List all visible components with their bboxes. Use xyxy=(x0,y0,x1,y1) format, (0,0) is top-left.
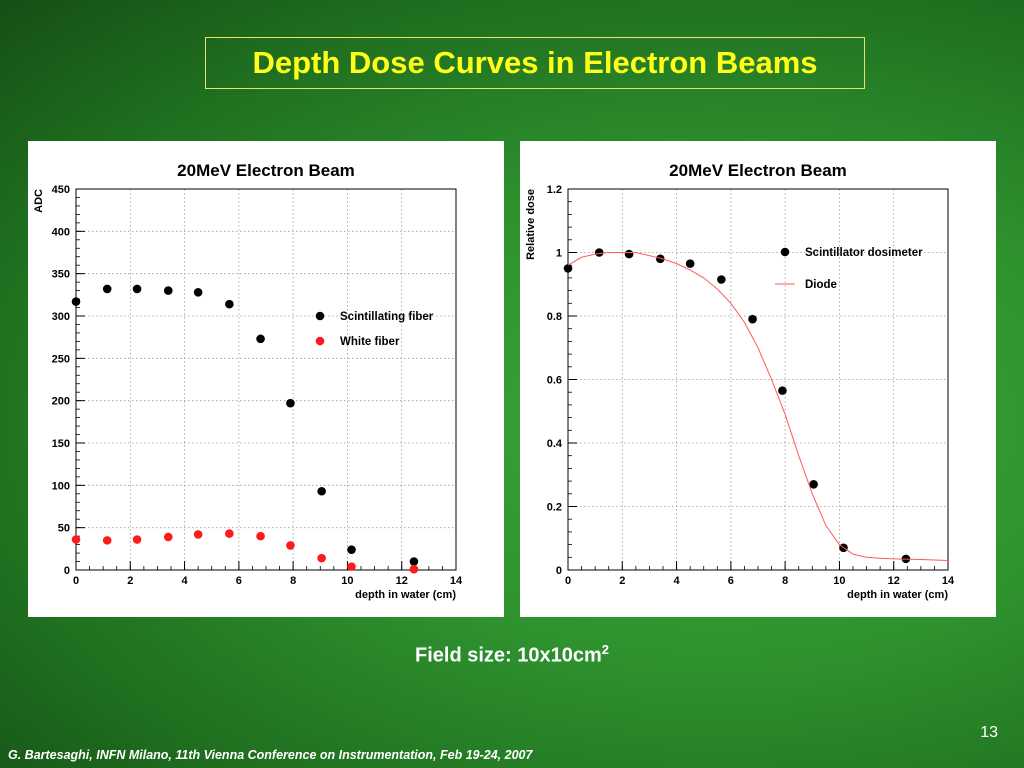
chart-title: 20MeV Electron Beam xyxy=(669,161,847,180)
x-tick-label: 12 xyxy=(888,575,900,587)
data-point xyxy=(563,264,573,273)
y-tick-label: 50 xyxy=(58,523,70,535)
plot-frame xyxy=(75,188,457,571)
x-tick-label: 0 xyxy=(73,575,79,587)
data-point xyxy=(286,398,295,408)
legend-label: White fiber xyxy=(340,336,400,348)
data-point xyxy=(71,535,81,544)
data-point xyxy=(748,314,757,324)
footer-citation: G. Bartesaghi, INFN Milano, 11th Vienna … xyxy=(8,748,533,762)
y-tick-label: 1.2 xyxy=(547,184,562,196)
x-tick-label: 8 xyxy=(782,575,788,587)
data-point xyxy=(409,564,419,574)
data-point xyxy=(286,541,295,550)
data-point xyxy=(163,286,173,295)
data-point xyxy=(655,254,665,264)
x-tick-label: 2 xyxy=(619,575,625,587)
x-tick-label: 0 xyxy=(565,575,571,587)
data-point xyxy=(102,284,112,294)
data-point xyxy=(102,536,112,545)
data-point xyxy=(594,248,604,257)
x-tick-label: 10 xyxy=(833,575,845,587)
x-axis-label: depth in water (cm) xyxy=(355,589,456,601)
data-point xyxy=(225,299,234,309)
data-point xyxy=(256,531,265,541)
x-tick-label: 14 xyxy=(942,575,955,587)
y-tick-label: 0.2 xyxy=(547,502,562,514)
x-tick-label: 8 xyxy=(290,575,296,587)
x-tick-label: 4 xyxy=(674,575,681,587)
data-point xyxy=(317,486,326,496)
y-tick-label: 1 xyxy=(556,248,562,260)
data-point xyxy=(225,529,234,538)
data-point xyxy=(778,386,787,395)
data-point xyxy=(717,275,726,284)
y-tick-label: 250 xyxy=(52,353,70,365)
adc-chart-panel: 20MeV Electron Beam 0 2 4 6 8 10 12 14 0 50 100 150 2… xyxy=(28,141,504,617)
x-tick-label: 10 xyxy=(341,575,353,587)
y-tick-label: 0 xyxy=(556,565,562,577)
data-point xyxy=(624,249,634,259)
field-size-caption: Field size: 10x10cm2 xyxy=(0,642,1024,668)
relative-dose-chart: 20MeV Electron Beam 0 2 4 6 8 10 12 14 0 0.2 0.4 0.6… xyxy=(525,161,955,601)
y-tick-label: 0.6 xyxy=(547,375,562,387)
data-point xyxy=(317,553,326,563)
adc-chart: 20MeV Electron Beam 0 2 4 6 8 10 12 14 0 50 100 150 2… xyxy=(33,161,463,601)
y-tick-label: 100 xyxy=(52,480,70,492)
data-point xyxy=(347,562,356,571)
y-tick-label: 0.4 xyxy=(547,438,563,450)
data-point xyxy=(685,259,695,268)
legend-label: Diode xyxy=(805,279,837,291)
legend-label: Scintillating fiber xyxy=(340,311,434,323)
y-tick-label: 0 xyxy=(64,565,70,577)
y-tick-label: 350 xyxy=(52,269,70,281)
y-tick-label: 200 xyxy=(52,396,70,408)
x-axis-label: depth in water (cm) xyxy=(847,589,948,601)
legend-dot-marker xyxy=(315,311,325,321)
data-point xyxy=(409,557,419,566)
data-point xyxy=(256,334,265,344)
x-tick-label: 14 xyxy=(450,575,463,587)
field-size-superscript: 2 xyxy=(601,642,609,657)
x-tick-label: 6 xyxy=(236,575,242,587)
x-tick-label: 12 xyxy=(396,575,408,587)
x-tick-label: 4 xyxy=(182,575,189,587)
x-tick-label: 2 xyxy=(127,575,133,587)
field-size-text: Field size: 10x10cm xyxy=(414,644,602,667)
data-point xyxy=(132,535,142,544)
chart-title: 20MeV Electron Beam xyxy=(177,161,355,180)
y-tick-label: 0.8 xyxy=(547,311,562,323)
data-point xyxy=(132,284,142,294)
data-point xyxy=(163,532,173,542)
series-line-diode xyxy=(567,252,949,561)
data-point xyxy=(71,297,81,306)
legend-label: Scintillator dosimeter xyxy=(805,247,923,259)
data-point xyxy=(193,530,203,539)
slide-title: Depth Dose Curves in Electron Beams xyxy=(205,37,865,89)
y-tick-label: 300 xyxy=(52,311,70,323)
y-tick-label: 450 xyxy=(52,184,70,196)
data-point xyxy=(809,479,818,489)
data-point xyxy=(193,287,203,297)
y-axis-label: ADC xyxy=(33,189,45,213)
y-tick-label: 150 xyxy=(52,438,70,450)
y-axis-label: Relative dose xyxy=(525,189,537,260)
y-tick-label: 400 xyxy=(52,226,70,238)
data-point xyxy=(347,545,356,554)
legend-dot-marker xyxy=(315,336,325,346)
relative-dose-chart-panel: 20MeV Electron Beam 0 2 4 6 8 10 12 14 0 0.2 0.4 0.6… xyxy=(520,141,996,617)
legend-dot-marker xyxy=(780,247,790,257)
x-tick-label: 6 xyxy=(728,575,734,587)
page-number: 13 xyxy=(980,724,998,741)
